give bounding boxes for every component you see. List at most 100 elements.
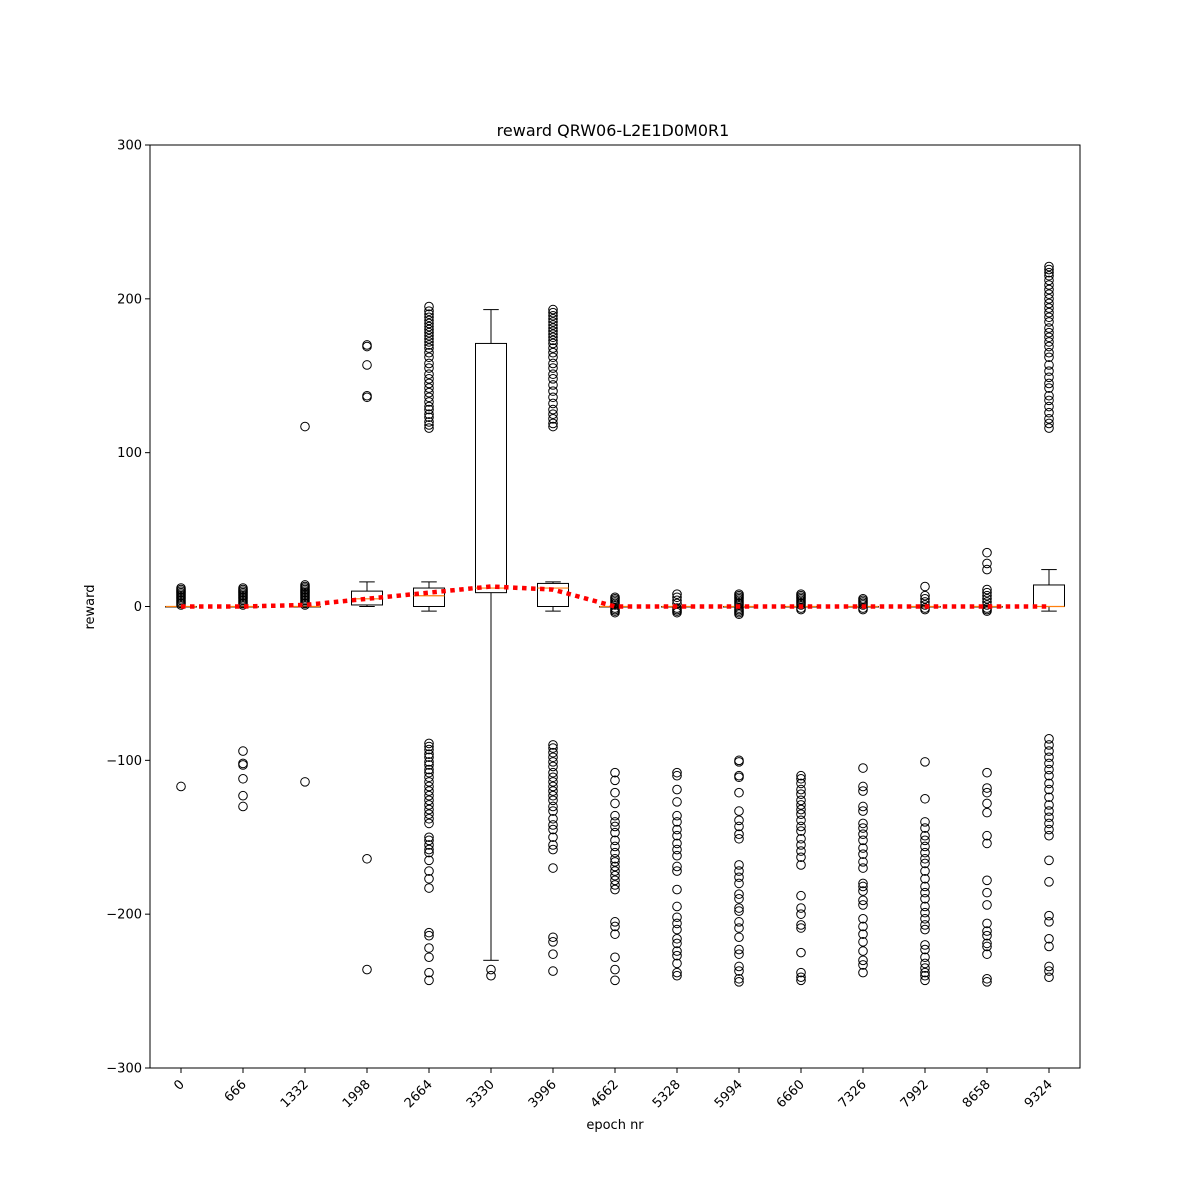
outlier-point [424, 352, 434, 363]
outlier-point [548, 767, 558, 778]
outlier-point [238, 773, 248, 784]
outlier-point [1044, 910, 1054, 921]
outlier-point [548, 824, 558, 835]
outlier-point [548, 844, 558, 855]
outlier-point [796, 909, 806, 919]
outlier-point [424, 423, 434, 433]
outlier-point [424, 818, 434, 829]
outlier-point [734, 815, 744, 826]
outlier-point [1044, 312, 1054, 323]
outlier-point [734, 866, 744, 876]
outlier-point [362, 392, 372, 403]
outlier-point [610, 607, 620, 618]
outlier-point [734, 829, 744, 839]
outlier-point [424, 777, 434, 787]
outlier-point [1044, 280, 1054, 290]
outlier-point [1044, 327, 1054, 338]
outlier-point [734, 903, 744, 913]
outlier-point [1044, 372, 1054, 383]
outlier-point [424, 744, 434, 755]
outlier-point [424, 757, 434, 767]
x-tick-label: 666 [222, 1077, 250, 1105]
outlier-point [424, 760, 434, 770]
outlier-point [548, 795, 558, 806]
y-tick-label: 100 [117, 446, 142, 461]
outlier-point [796, 903, 806, 913]
outlier-point [1044, 395, 1054, 406]
outlier-point [548, 363, 558, 373]
outlier-point [734, 977, 744, 987]
outlier-point [982, 973, 992, 984]
outlier-point [424, 401, 434, 412]
outlier-point [672, 767, 682, 778]
outlier-point [610, 929, 620, 939]
outlier-point [424, 840, 434, 850]
outlier-point [424, 847, 434, 858]
outlier-point [1044, 806, 1054, 816]
outlier-point [982, 587, 992, 598]
outlier-point [858, 849, 868, 859]
outlier-point [858, 829, 868, 839]
outlier-point [734, 966, 744, 976]
outlier-point [548, 840, 558, 850]
outlier-point [796, 809, 806, 819]
outlier-point [858, 600, 868, 610]
outlier-point [920, 866, 930, 876]
x-tick-label: 6660 [774, 1077, 808, 1111]
outlier-point [610, 853, 620, 864]
outlier-point [424, 318, 434, 329]
outlier-point [424, 809, 434, 819]
outlier-point [796, 600, 806, 610]
outlier-point [424, 309, 434, 320]
outlier-point [920, 970, 930, 981]
outlier-point [424, 343, 434, 353]
outlier-point [424, 347, 434, 358]
outlier-point [486, 964, 496, 975]
outlier-point [858, 955, 868, 966]
outlier-point [424, 749, 434, 759]
outlier-point [1044, 758, 1054, 769]
outlier-point [1044, 323, 1054, 333]
outlier-point [362, 360, 372, 370]
outlier-point [424, 738, 434, 749]
outlier-point [424, 409, 434, 420]
outlier-point [238, 801, 248, 812]
outlier-point [424, 321, 434, 332]
outlier-point [548, 404, 558, 415]
outlier-point [796, 890, 806, 901]
outlier-point [796, 833, 806, 844]
outlier-point [424, 927, 434, 938]
mean-line [181, 584, 1049, 609]
box [475, 342, 507, 594]
x-tick-label: 3330 [464, 1077, 498, 1111]
outlier-point [920, 847, 930, 858]
outlier-point [548, 777, 558, 787]
outlier-point [548, 740, 558, 750]
outlier-point [920, 858, 930, 869]
outlier-point [1044, 778, 1054, 789]
x-tick-label: 5994 [712, 1077, 746, 1111]
outlier-point [796, 972, 806, 983]
y-axis-label: reward [83, 584, 98, 629]
outlier-point [548, 863, 558, 873]
outlier-point [548, 781, 558, 792]
outlier-point [1044, 317, 1054, 327]
outlier-point [424, 301, 434, 312]
outlier-point [424, 764, 434, 775]
outlier-point [672, 970, 682, 981]
outlier-point [1044, 307, 1054, 318]
outlier-point [858, 786, 868, 796]
box [351, 590, 383, 606]
outlier-point [734, 949, 744, 959]
outlier-point [982, 949, 992, 959]
outlier-point [1044, 264, 1054, 275]
outlier-point [982, 597, 992, 607]
outlier-point [300, 777, 310, 787]
outlier-point [672, 946, 682, 956]
outlier-point [548, 369, 558, 380]
outlier-point [610, 952, 620, 963]
outlier-point [610, 880, 620, 890]
outlier-point [734, 906, 744, 916]
outlier-point [734, 806, 744, 816]
outlier-point [1044, 407, 1054, 418]
